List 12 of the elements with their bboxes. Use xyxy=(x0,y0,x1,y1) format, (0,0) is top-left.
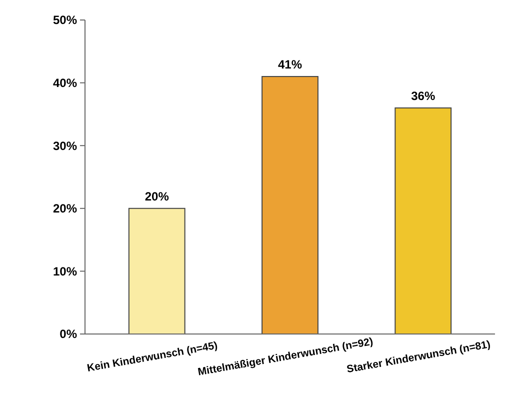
y-tick-label: 20% xyxy=(52,202,78,216)
y-tick-label: 10% xyxy=(52,264,78,278)
bar xyxy=(128,208,186,334)
data-label: 20% xyxy=(144,189,170,204)
data-label: 41% xyxy=(278,58,302,72)
bar xyxy=(394,107,452,334)
bar xyxy=(262,76,318,334)
y-tick-label: 40% xyxy=(52,76,78,90)
data-label: 36% xyxy=(411,88,436,103)
y-tick-label: 0% xyxy=(60,327,78,342)
y-tick-label: 50% xyxy=(52,13,78,28)
y-tick-label: 30% xyxy=(52,138,78,153)
